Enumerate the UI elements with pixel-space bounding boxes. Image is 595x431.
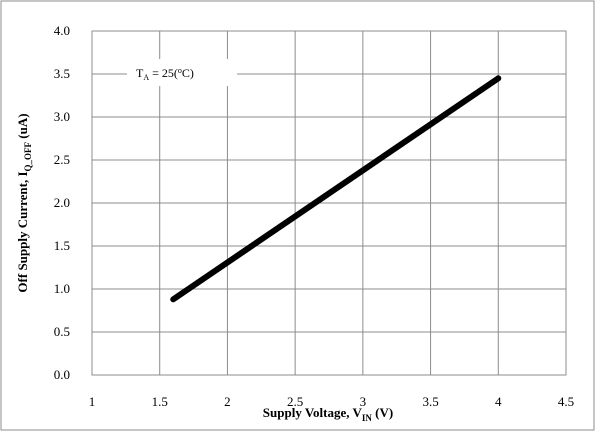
x-tick-label: 2.5	[287, 394, 303, 409]
annotation-box	[127, 59, 237, 86]
x-tick-label: 4.5	[558, 394, 574, 409]
x-tick-label: 1.5	[152, 394, 168, 409]
annotation-text: TA = 25(oC)	[136, 66, 194, 82]
y-tick-label: 3.5	[54, 66, 70, 81]
y-tick-label: 4.0	[54, 23, 70, 38]
x-tick-label: 3.5	[422, 394, 438, 409]
y-tick-label: 2.5	[54, 152, 70, 167]
y-tick-labels: 0.0 0.5 1.0 1.5 2.0 2.5 3.0 3.5 4.0	[54, 23, 70, 382]
x-tick-label: 1	[89, 394, 96, 409]
x-tick-label: 4	[495, 394, 502, 409]
y-axis-title: Off Supply Current, IQ_OFF (uA)	[15, 113, 33, 292]
y-tick-label: 0.5	[54, 324, 70, 339]
x-tick-labels: 1 1.5 2 2.5 3 3.5 4 4.5	[89, 394, 574, 409]
y-tick-label: 3.0	[54, 109, 70, 124]
x-tick-label: 3	[360, 394, 367, 409]
x-axis-title: Supply Voltage, VIN (V)	[263, 405, 393, 423]
y-tick-label: 2.0	[54, 195, 70, 210]
x-tick-label: 2	[224, 394, 231, 409]
y-tick-label: 1.0	[54, 281, 70, 296]
series-group	[170, 75, 502, 303]
y-tick-label: 0.0	[54, 367, 70, 382]
y-tick-label: 1.5	[54, 238, 70, 253]
plot-area	[91, 30, 567, 376]
series-line	[170, 75, 502, 303]
